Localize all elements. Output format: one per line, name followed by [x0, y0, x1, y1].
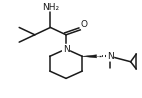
Text: O: O — [81, 20, 88, 29]
Text: NH₂: NH₂ — [42, 3, 59, 12]
Polygon shape — [82, 55, 97, 58]
Text: N: N — [63, 44, 69, 54]
Text: N: N — [107, 52, 113, 61]
